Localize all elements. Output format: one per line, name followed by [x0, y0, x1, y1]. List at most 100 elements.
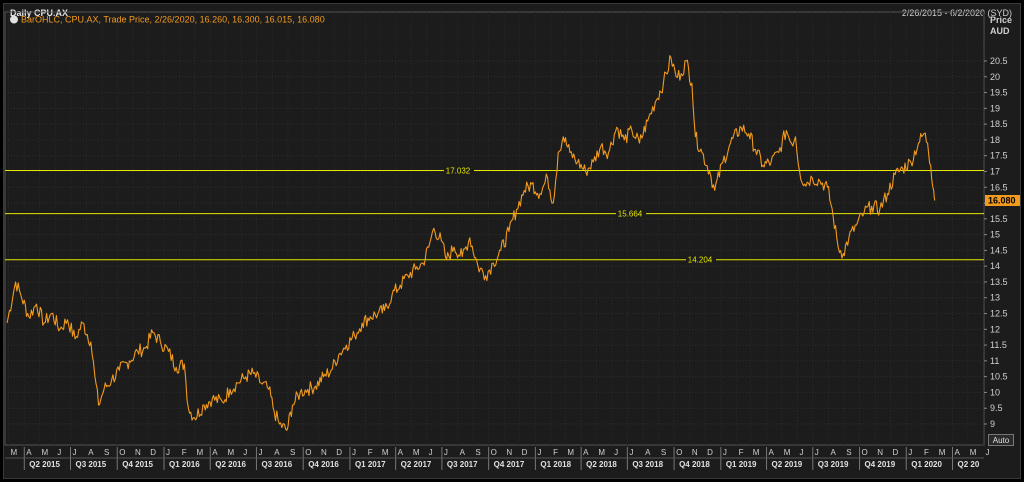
price-line	[6, 55, 936, 431]
month-tick-label: J	[166, 448, 170, 457]
legend: BarOHLC, CPU.AX, Trade Price, 2/26/2020,…	[10, 15, 325, 25]
quarter-label: Q4 2018	[679, 460, 710, 469]
month-tick-label: J	[57, 448, 61, 457]
quarter-label: Q4 2017	[494, 460, 525, 469]
month-tick-label: J	[815, 448, 819, 457]
month-tick-label: J	[985, 448, 989, 457]
quarter-label: Q3 2015	[76, 460, 107, 469]
month-tick-label: O	[305, 448, 311, 457]
month-tick-label: N	[135, 448, 141, 457]
y-tick-label: 9	[990, 419, 995, 429]
month-tick-label: M	[598, 448, 605, 457]
y-tick-label: 10.5	[990, 372, 1008, 382]
month-tick-label: F	[182, 448, 187, 457]
chart-title: Daily CPU.AX	[10, 8, 69, 18]
legend-text: BarOHLC, CPU.AX, Trade Price, 2/26/2020,…	[21, 15, 325, 25]
month-tick-label: S	[846, 448, 851, 457]
month-tick-label: M	[196, 448, 203, 457]
y-tick-label: 9.5	[990, 403, 1003, 413]
quarter-label: Q3 2019	[818, 460, 849, 469]
quarter-label: Q2 20	[958, 460, 980, 469]
month-tick-label: D	[707, 448, 713, 457]
month-tick-label: J	[908, 448, 912, 457]
quarter-label: Q2 2016	[215, 460, 246, 469]
y-tick-label: 15	[990, 230, 1000, 240]
y-tick-label: 13.5	[990, 277, 1008, 287]
month-tick-label: D	[336, 448, 342, 457]
month-tick-label: A	[274, 448, 280, 457]
month-tick-label: M	[227, 448, 234, 457]
y-tick-label: 12.5	[990, 309, 1008, 319]
last-price-label: 16.080	[988, 196, 1016, 206]
month-tick-label: J	[537, 448, 541, 457]
month-tick-label: O	[862, 448, 868, 457]
quarter-label: Q4 2015	[122, 460, 153, 469]
quarter-label: Q2 2015	[29, 460, 60, 469]
month-tick-label: S	[104, 448, 109, 457]
y-tick-label: 11.5	[990, 340, 1007, 350]
horizontal-levels: 17.032 15.664 14.204	[5, 165, 984, 265]
quarter-label: Q3 2017	[447, 460, 478, 469]
month-tick-label: F	[924, 448, 929, 457]
axis-currency: AUD	[990, 26, 1010, 36]
month-tick-label: O	[676, 448, 682, 457]
quarter-label: Q2 2018	[586, 460, 617, 469]
level-label: 17.032	[446, 166, 471, 175]
month-tick-label: A	[398, 448, 404, 457]
level-label-bg	[616, 208, 646, 219]
y-tick-label: 14	[990, 261, 1000, 271]
legend-toggle-icon[interactable]	[10, 15, 18, 24]
month-tick-label: A	[955, 448, 961, 457]
month-tick-label: A	[769, 448, 775, 457]
month-tick-label: J	[800, 448, 804, 457]
y-tick-label: 17	[990, 166, 1000, 176]
month-tick-label: A	[645, 448, 651, 457]
plot-border	[4, 11, 985, 446]
month-tick-label: N	[692, 448, 698, 457]
y-tick-label: 19	[990, 103, 1000, 113]
y-tick-label: 11	[990, 356, 999, 366]
quarter-label: Q4 2019	[865, 460, 896, 469]
month-tick-label: N	[506, 448, 512, 457]
level-label-bg	[686, 254, 716, 265]
month-tick-label: F	[553, 448, 558, 457]
month-tick-label: J	[723, 448, 727, 457]
month-tick-label: J	[352, 448, 356, 457]
quarter-label: Q4 2016	[308, 460, 339, 469]
month-tick-label: J	[243, 448, 247, 457]
month-tick-label: M	[42, 448, 49, 457]
y-tick-label: 14.5	[990, 245, 1008, 255]
month-tick-label: J	[614, 448, 618, 457]
month-tick-label: O	[491, 448, 497, 457]
quarter-label: Q1 2016	[169, 460, 200, 469]
month-tick-label: S	[475, 448, 480, 457]
quarter-label: Q1 2018	[540, 460, 571, 469]
month-tick-label: D	[522, 448, 528, 457]
chart-frame: Daily CPU.AX 2/26/2015 - 6/2/2020 (SYD)	[3, 3, 1021, 479]
month-tick-label: M	[413, 448, 420, 457]
month-tick-label: A	[26, 448, 32, 457]
month-tick-label: M	[753, 448, 760, 457]
y-tick-label: 18.5	[990, 119, 1008, 129]
month-tick-label: M	[382, 448, 389, 457]
quarter-label: Q1 2017	[355, 460, 386, 469]
y-tick-label: 13	[990, 293, 1000, 303]
month-tick-label: J	[429, 448, 433, 457]
quarter-label: Q3 2018	[632, 460, 663, 469]
month-tick-label: J	[258, 448, 262, 457]
month-tick-label: J	[444, 448, 448, 457]
y-tick-label: 16.5	[990, 182, 1008, 192]
auto-scale-button[interactable]: Auto	[988, 434, 1014, 446]
month-tick-label: F	[368, 448, 373, 457]
y-tick-label: 20	[990, 72, 1000, 82]
month-tick-label: J	[73, 448, 77, 457]
month-tick-label: A	[831, 448, 837, 457]
month-tick-label: A	[460, 448, 466, 457]
y-axis: 9 9.5 10 10.5 11 11.5 12 12.5 13 13.5 14 14.5 15 15.5…	[984, 56, 1008, 429]
month-tick-label: A	[212, 448, 218, 457]
month-tick-label: F	[739, 448, 744, 457]
quarter-label: Q2 2019	[772, 460, 803, 469]
y-tick-label: 15.5	[990, 214, 1008, 224]
last-price-badge	[985, 195, 1020, 206]
